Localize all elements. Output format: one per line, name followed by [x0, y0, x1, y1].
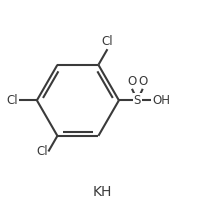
Text: OH: OH	[151, 94, 169, 107]
Text: Cl: Cl	[101, 35, 113, 48]
Text: Cl: Cl	[36, 145, 48, 158]
Text: O: O	[137, 75, 147, 88]
Text: S: S	[133, 94, 140, 107]
Text: KH: KH	[92, 185, 112, 199]
Text: O: O	[127, 75, 136, 88]
Text: Cl: Cl	[7, 94, 18, 107]
